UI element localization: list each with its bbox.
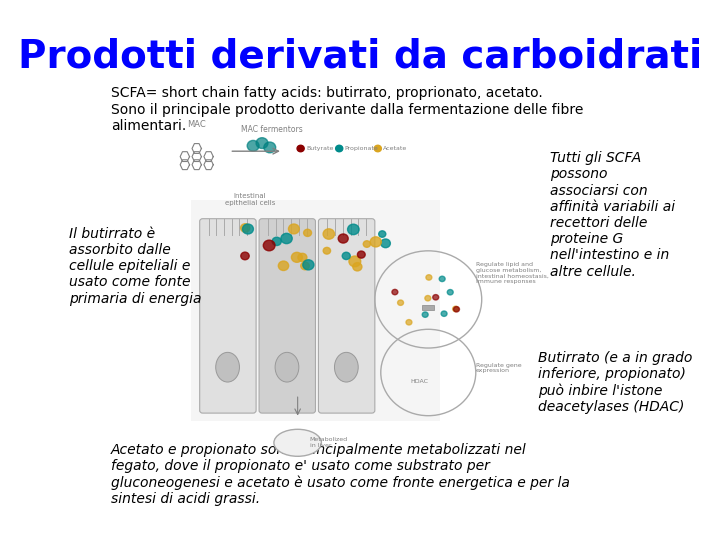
Text: Acetato e propionato sono principalmente metabolizzati nel
fegato, dove il propi: Acetato e propionato sono principalmente… xyxy=(111,443,570,506)
Circle shape xyxy=(422,312,428,318)
Text: Tutti gli SCFA
possono
associarsi con
affinità variabili ai
recettori delle
prot: Tutti gli SCFA possono associarsi con af… xyxy=(550,151,675,279)
Ellipse shape xyxy=(275,352,299,382)
Circle shape xyxy=(370,237,382,247)
Text: Metabolized
in liver: Metabolized in liver xyxy=(310,437,348,448)
Circle shape xyxy=(349,256,361,267)
Circle shape xyxy=(348,224,359,235)
FancyBboxPatch shape xyxy=(423,305,434,310)
Circle shape xyxy=(281,233,292,244)
Circle shape xyxy=(342,252,350,260)
Text: Il butirrato è
assorbito dalle
cellule epiteliali e
usato come fonte
primaria di: Il butirrato è assorbito dalle cellule e… xyxy=(69,227,202,306)
Circle shape xyxy=(243,224,253,234)
Circle shape xyxy=(379,231,386,237)
Circle shape xyxy=(323,229,335,239)
Circle shape xyxy=(381,239,390,248)
Circle shape xyxy=(364,241,371,247)
Circle shape xyxy=(338,234,348,243)
Text: Prodotti derivati da carboidrati: Prodotti derivati da carboidrati xyxy=(18,38,702,76)
Text: Regulate gene
expression: Regulate gene expression xyxy=(476,363,521,374)
Circle shape xyxy=(298,253,307,261)
Circle shape xyxy=(289,224,300,234)
Circle shape xyxy=(406,320,412,325)
Circle shape xyxy=(247,140,259,151)
Circle shape xyxy=(433,295,438,300)
Text: HDAC: HDAC xyxy=(410,379,428,384)
Circle shape xyxy=(439,276,445,281)
Circle shape xyxy=(353,262,362,271)
Circle shape xyxy=(425,295,431,301)
Text: MAC fermentors: MAC fermentors xyxy=(241,125,303,134)
Circle shape xyxy=(279,261,289,271)
Text: SCFA= short chain fatty acids: butirrato, proprionato, acetato.
Sono il principa: SCFA= short chain fatty acids: butirrato… xyxy=(111,86,583,133)
Ellipse shape xyxy=(274,429,321,456)
Circle shape xyxy=(447,289,453,295)
Circle shape xyxy=(336,145,343,152)
Circle shape xyxy=(292,252,302,262)
Circle shape xyxy=(303,260,314,270)
Circle shape xyxy=(374,145,382,152)
Text: Regulate lipid and
glucose metabolism,
intestinal homeostasis,
immune responses: Regulate lipid and glucose metabolism, i… xyxy=(476,262,549,284)
Circle shape xyxy=(272,237,282,246)
Circle shape xyxy=(392,289,398,295)
Circle shape xyxy=(453,306,459,312)
Circle shape xyxy=(304,230,312,237)
Circle shape xyxy=(301,262,310,270)
Text: Butyrate: Butyrate xyxy=(306,146,333,151)
Text: Acetate: Acetate xyxy=(383,146,408,151)
Circle shape xyxy=(426,275,432,280)
Text: Butirrato (e a in grado
inferiore, propionato)
può inbire l'istone
deacetylases : Butirrato (e a in grado inferiore, propi… xyxy=(538,351,693,414)
Ellipse shape xyxy=(216,352,240,382)
Circle shape xyxy=(297,145,304,152)
FancyBboxPatch shape xyxy=(199,219,256,413)
FancyBboxPatch shape xyxy=(191,200,440,421)
Ellipse shape xyxy=(335,352,359,382)
Circle shape xyxy=(397,300,403,306)
Text: Propionate: Propionate xyxy=(345,146,378,151)
Circle shape xyxy=(256,138,268,148)
Circle shape xyxy=(441,311,447,316)
Circle shape xyxy=(240,252,249,260)
Text: MAC: MAC xyxy=(187,120,206,129)
Text: Intestinal
epithelial cells: Intestinal epithelial cells xyxy=(225,193,275,206)
Circle shape xyxy=(454,307,459,312)
Circle shape xyxy=(264,142,276,153)
Circle shape xyxy=(240,224,250,232)
Circle shape xyxy=(323,247,330,254)
FancyBboxPatch shape xyxy=(318,219,375,413)
Circle shape xyxy=(264,240,275,251)
FancyBboxPatch shape xyxy=(259,219,315,413)
Circle shape xyxy=(357,251,365,258)
